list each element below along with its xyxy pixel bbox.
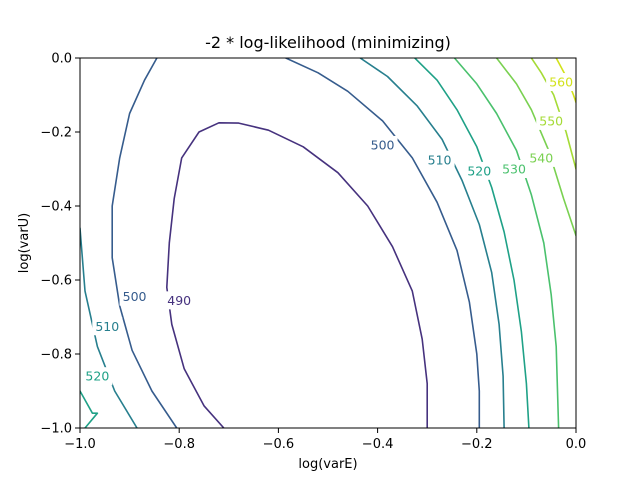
- contour-label-550-0: 550: [539, 113, 563, 128]
- contour-label-560-0: 560: [549, 75, 573, 90]
- contour-label-bg-550-0: [536, 111, 567, 130]
- contour-line-540-0: [495, 58, 576, 237]
- contour-label-bg-510-0: [92, 317, 123, 336]
- contour-line-510-0: [80, 227, 138, 428]
- x-tick-label: −1.0: [64, 437, 96, 452]
- contour-label-bg-560-0: [546, 73, 577, 92]
- x-axis-label: log(varE): [298, 457, 357, 472]
- contour-label-530-0: 530: [502, 162, 526, 177]
- x-tick-label: −0.8: [163, 437, 195, 452]
- contour-label-bg-500-1: [367, 135, 398, 154]
- contour-label-bg-490-0: [164, 291, 195, 310]
- contour-line-500-0: [111, 58, 178, 428]
- contour-line-520-0: [80, 390, 99, 428]
- chart-title: -2 * log-likelihood (minimizing): [205, 33, 451, 52]
- plot-frame: [79, 57, 577, 429]
- contour-label-bg-510-1: [424, 150, 455, 169]
- contour-label-bg-520-0: [82, 367, 113, 386]
- y-tick-label: −0.2: [40, 126, 72, 141]
- contour-label-540-0: 540: [529, 150, 553, 165]
- contour-line-490-0: [166, 122, 428, 428]
- contour-label-bg-520-1: [464, 161, 495, 180]
- y-axis-label: log(varU): [17, 213, 32, 273]
- contour-label-520-0: 520: [85, 369, 109, 384]
- contour-line-530-0: [453, 58, 560, 428]
- contour-label-500-1: 500: [371, 137, 395, 152]
- y-tick-label: −1.0: [40, 422, 72, 437]
- x-tick-label: −0.2: [461, 437, 493, 452]
- y-tick-label: −0.6: [40, 274, 72, 289]
- contour-label-510-0: 510: [95, 319, 119, 334]
- x-tick-label: 0.0: [566, 437, 587, 452]
- x-tick-label: −0.6: [263, 437, 295, 452]
- contour-line-520-1: [414, 58, 530, 428]
- x-tick-label: −0.4: [362, 437, 394, 452]
- contour-line-500-1: [285, 58, 481, 428]
- contour-lines: [80, 58, 576, 428]
- y-tick-label: −0.8: [40, 348, 72, 363]
- y-axis-ticks: −1.0 −0.8 −0.6 −0.4 −0.2 0.0: [40, 52, 80, 437]
- contour-label-bg-530-0: [499, 160, 529, 178]
- contour-label-520-1: 520: [467, 163, 491, 178]
- contour-line-550-0: [530, 58, 576, 170]
- contour-label-bg-500-0: [119, 287, 150, 306]
- y-tick-label: 0.0: [51, 52, 72, 67]
- x-axis-ticks: −1.0 −0.8 −0.6 −0.4 −0.2 0.0: [64, 428, 586, 452]
- contour-line-510-1: [359, 58, 505, 428]
- contour-label-510-1: 510: [428, 152, 452, 167]
- contour-label-490-0: 490: [167, 293, 191, 308]
- contour-label-bg-540-0: [526, 148, 557, 167]
- y-tick-label: −0.4: [40, 200, 72, 215]
- contour-label-500-0: 500: [123, 289, 147, 304]
